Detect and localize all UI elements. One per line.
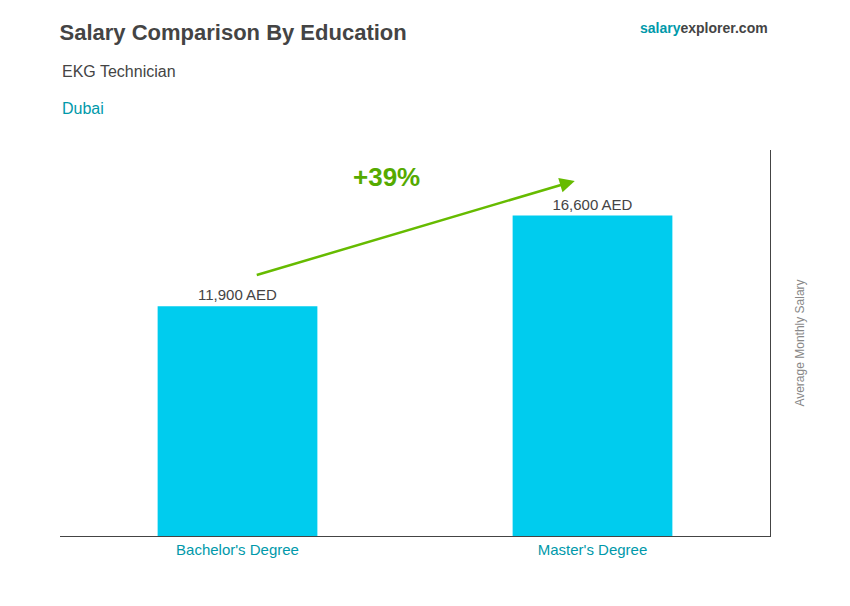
svg-text:16,600 AED: 16,600 AED <box>552 196 632 213</box>
svg-text:Master's Degree: Master's Degree <box>538 541 648 558</box>
svg-text:Average Monthly Salary: Average Monthly Salary <box>793 279 807 406</box>
svg-text:+39%: +39% <box>353 162 420 192</box>
svg-text:salaryexplorer.com: salaryexplorer.com <box>640 20 768 36</box>
svg-text:Salary Comparison By Education: Salary Comparison By Education <box>60 20 407 45</box>
svg-text:EKG Technician: EKG Technician <box>62 63 176 80</box>
svg-text:11,900 AED: 11,900 AED <box>198 286 277 303</box>
svg-text:Dubai: Dubai <box>62 100 104 117</box>
svg-text:Bachelor's Degree: Bachelor's Degree <box>176 541 299 558</box>
